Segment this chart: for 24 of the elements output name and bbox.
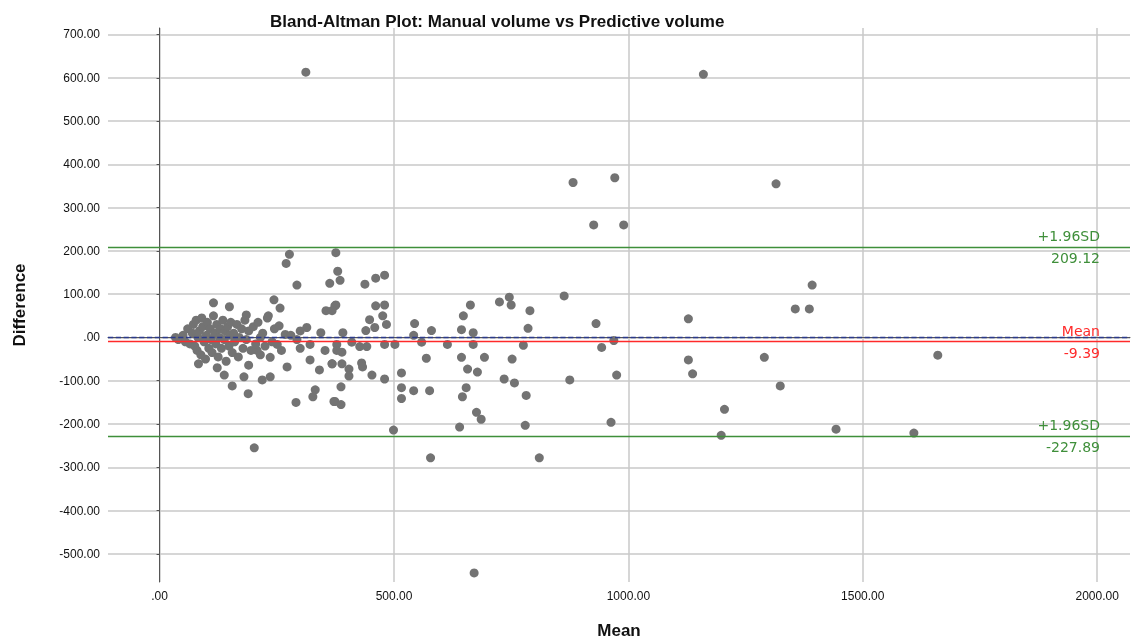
ref-line-label: +1.96SD 209.12 <box>1037 227 1100 266</box>
x-axis-title: Mean <box>597 621 641 640</box>
x-tick-label: 500.00 <box>375 589 413 603</box>
y-axis-title: Difference <box>10 263 29 347</box>
y-tick-label: 600.00 <box>63 70 101 85</box>
y-tick-label: 200.00 <box>63 243 101 258</box>
y-tick-label: -300.00 <box>59 460 101 475</box>
y-tick-label: 100.00 <box>63 287 101 302</box>
ref-line-label: +1.96SD -227.89 <box>1037 417 1100 456</box>
y-tick-label: 400.00 <box>63 157 101 172</box>
y-tick-label: 500.00 <box>63 114 101 129</box>
x-tick-label: .00 <box>151 589 169 603</box>
y-tick-label: -500.00 <box>59 546 101 561</box>
ref-line-label: Mean -9.39 <box>1061 322 1100 361</box>
y-tick-label: -100.00 <box>59 373 101 388</box>
x-tick-label: 2000.00 <box>1075 589 1120 603</box>
x-tick-label: 1000.00 <box>606 589 651 603</box>
x-tick-label: 1500.00 <box>841 589 885 603</box>
y-tick-label: -200.00 <box>59 417 101 432</box>
y-tick-label: 700.00 <box>63 27 101 42</box>
chart-title: Bland-Altman Plot: Manual volume vs Predictive volume <box>270 12 725 31</box>
y-tick-label: -400.00 <box>59 503 101 518</box>
y-tick-label: .00 <box>83 330 101 345</box>
y-tick-label: 300.00 <box>63 200 101 215</box>
